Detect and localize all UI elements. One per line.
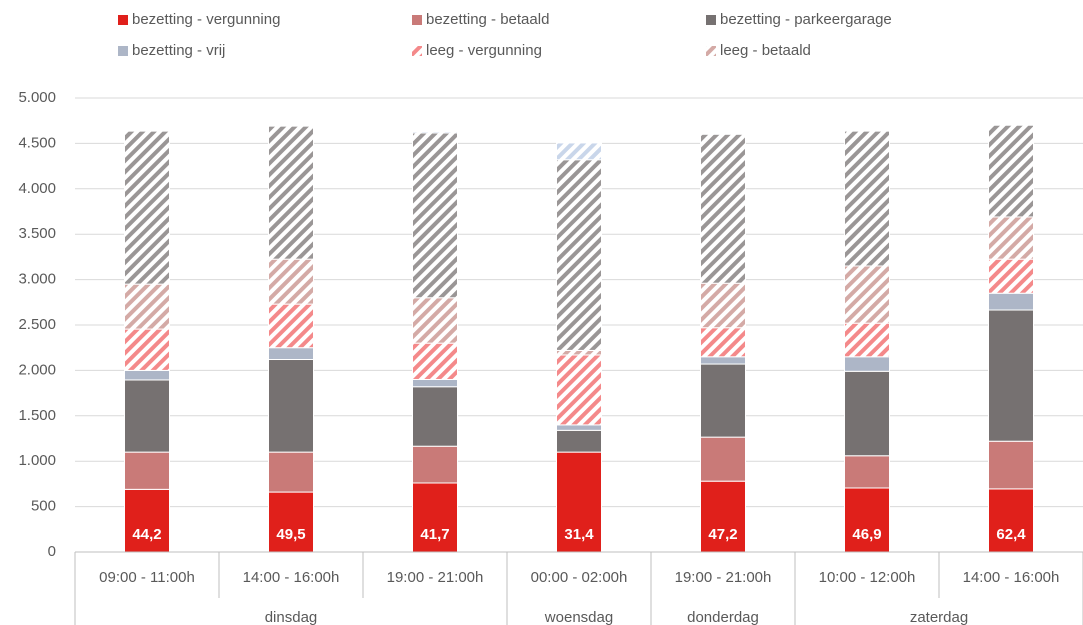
bar-segment (268, 258, 314, 305)
bar-segment (988, 258, 1034, 294)
legend-swatch (118, 15, 128, 25)
x-tick-label: 14:00 - 16:00h (243, 569, 340, 586)
bar-segment (124, 130, 170, 285)
bar-segment (412, 445, 458, 484)
legend-label: bezetting - betaald (426, 11, 549, 28)
bar-label: 47,2 (708, 526, 737, 543)
bar-segment (700, 480, 746, 553)
bar-segment (988, 309, 1034, 442)
y-tick-label: 3.000 (18, 271, 56, 288)
bar-segment (844, 265, 890, 324)
group-label: donderdag (687, 609, 759, 625)
bar-segment (844, 370, 890, 457)
y-tick-label: 1.500 (18, 407, 56, 424)
bar-segment (844, 322, 890, 358)
bar-segment (988, 292, 1034, 311)
legend-swatch (706, 15, 716, 25)
bar-segment (412, 132, 458, 299)
y-tick-label: 4.000 (18, 180, 56, 197)
bar-segment (124, 369, 170, 381)
bar-segment (700, 133, 746, 284)
bar-label: 46,9 (852, 526, 881, 543)
bar-segment (124, 379, 170, 453)
bar-segment (844, 356, 890, 372)
legend-swatch (412, 15, 422, 25)
group-label: zaterdag (910, 609, 968, 625)
bar-segment (700, 327, 746, 358)
legend-label: bezetting - vrij (132, 42, 225, 59)
bar-segment (124, 488, 170, 553)
bar-segment (988, 124, 1034, 218)
group-label: woensdag (544, 609, 613, 625)
bar-segment (412, 386, 458, 447)
bar-segment (988, 440, 1034, 490)
bar-label: 44,2 (132, 526, 161, 543)
bar-segment (988, 216, 1034, 260)
y-tick-label: 5.000 (18, 89, 56, 106)
bar-segment (700, 436, 746, 482)
bar-segment (268, 125, 314, 260)
legend-label: bezetting - parkeergarage (720, 11, 892, 28)
bar-segment (700, 363, 746, 438)
bar-segment (412, 378, 458, 388)
y-tick-label: 0 (48, 543, 56, 560)
bar-segment (124, 283, 170, 330)
bar-segment (844, 455, 890, 489)
bar-segment (556, 451, 602, 553)
bar-segment (412, 131, 458, 134)
bar-segment (268, 347, 314, 361)
bar-segment (412, 482, 458, 553)
bar-segment (268, 359, 314, 453)
bar-segment (268, 303, 314, 349)
bar-segment (844, 130, 890, 267)
bar-segment (124, 328, 170, 371)
legend-swatch (412, 46, 422, 56)
bar-label: 31,4 (564, 526, 594, 543)
y-tick-label: 2.000 (18, 361, 56, 378)
bar-label: 41,7 (420, 526, 449, 543)
legend-label: bezetting - vergunning (132, 11, 280, 28)
legend-swatch (706, 46, 716, 56)
legend-label: leeg - vergunning (426, 42, 542, 59)
x-tick-label: 09:00 - 11:00h (99, 569, 195, 586)
bar-segment (700, 282, 746, 329)
x-tick-label: 00:00 - 02:00h (531, 569, 628, 586)
group-label: dinsdag (265, 609, 318, 625)
y-tick-label: 3.500 (18, 225, 56, 242)
legend-label: leeg - betaald (720, 42, 811, 59)
y-tick-label: 4.500 (18, 134, 56, 151)
bar-segment (700, 356, 746, 365)
bar-segment (844, 487, 890, 553)
y-tick-label: 2.500 (18, 316, 56, 333)
bar-segment (556, 159, 602, 351)
bar-segment (412, 342, 458, 380)
bar-segment (556, 142, 602, 161)
bar-segment (556, 424, 602, 431)
legend-swatch (118, 46, 128, 56)
y-tick-label: 1.000 (18, 452, 56, 469)
bar-label: 62,4 (996, 526, 1026, 543)
bar-segment (268, 451, 314, 493)
y-tick-label: 500 (31, 498, 56, 515)
bar-segment (556, 354, 602, 426)
x-tick-label: 19:00 - 21:00h (675, 569, 772, 586)
x-tick-label: 10:00 - 12:00h (819, 569, 916, 586)
x-tick-label: 14:00 - 16:00h (963, 569, 1060, 586)
bar-segment (412, 297, 458, 344)
bar-segment (124, 451, 170, 490)
bar-segment (556, 429, 602, 453)
x-tick-label: 19:00 - 21:00h (387, 569, 484, 586)
bar-segment (556, 349, 602, 356)
bar-label: 49,5 (276, 526, 305, 543)
bar-segment (268, 491, 314, 553)
